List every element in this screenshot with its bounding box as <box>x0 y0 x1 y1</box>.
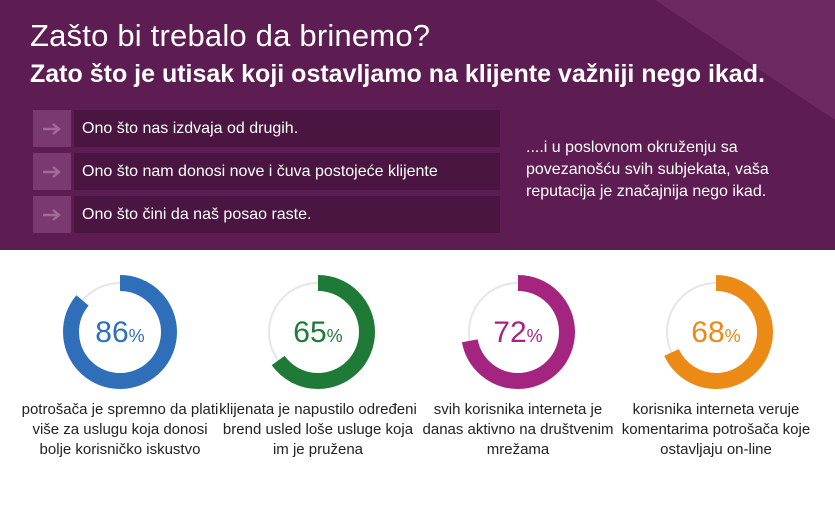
stat-value: 72% <box>493 316 542 349</box>
stat-card: 65% klijenata je napustilo određeni bren… <box>218 272 418 460</box>
stat-value: 68% <box>691 316 740 349</box>
ring-progress <box>63 275 177 389</box>
stat-card: 68% korisnika interneta veruje komentari… <box>616 272 816 460</box>
bullet-list: Ono što nas izdvaja od drugih. Ono što n… <box>33 110 500 239</box>
donut-ring: 65% <box>261 275 375 389</box>
banner-accent <box>655 0 835 120</box>
arrow-right-icon <box>33 110 71 147</box>
arrow-right-icon <box>33 153 71 190</box>
donut-ring: 72% <box>461 275 575 389</box>
bullet-item: Ono što nam donosi nove i čuva postojeće… <box>33 153 500 190</box>
stat-card: 86% potrošača je spremno da plati više z… <box>20 272 220 460</box>
bullet-text: Ono što nas izdvaja od drugih. <box>74 110 500 147</box>
bullet-item: Ono što čini da naš posao raste. <box>33 196 500 233</box>
ring-progress <box>461 275 575 389</box>
stat-value: 86% <box>95 316 144 349</box>
stat-caption: klijenata je napustilo određeni brend us… <box>219 401 417 458</box>
bullet-item: Ono što nas izdvaja od drugih. <box>33 110 500 147</box>
ring-progress <box>659 275 773 389</box>
stat-card: 72% svih korisnika interneta je danas ak… <box>418 272 618 460</box>
donut-ring: 86% <box>63 275 177 389</box>
stat-caption: svih korisnika interneta je danas aktivn… <box>422 401 614 458</box>
bullet-text: Ono što nam donosi nove i čuva postojeće… <box>74 153 500 190</box>
stat-caption: korisnika interneta veruje komentarima p… <box>621 401 811 458</box>
bullet-text: Ono što čini da naš posao raste. <box>74 196 500 233</box>
stat-caption: potrošača je spremno da plati više za us… <box>21 401 219 458</box>
page-subtitle: Zato što je utisak koji ostavljamo na kl… <box>30 60 765 88</box>
arrow-right-icon <box>33 196 71 233</box>
page-title: Zašto bi trebalo da brinemo? <box>30 18 431 53</box>
header-banner: Zašto bi trebalo da brinemo? Zato što je… <box>0 0 835 250</box>
stat-value: 65% <box>293 316 342 349</box>
donut-ring: 68% <box>659 275 773 389</box>
ring-progress <box>261 275 375 389</box>
side-note: ....i u poslovnom okruženju sa povezanoš… <box>526 139 769 200</box>
